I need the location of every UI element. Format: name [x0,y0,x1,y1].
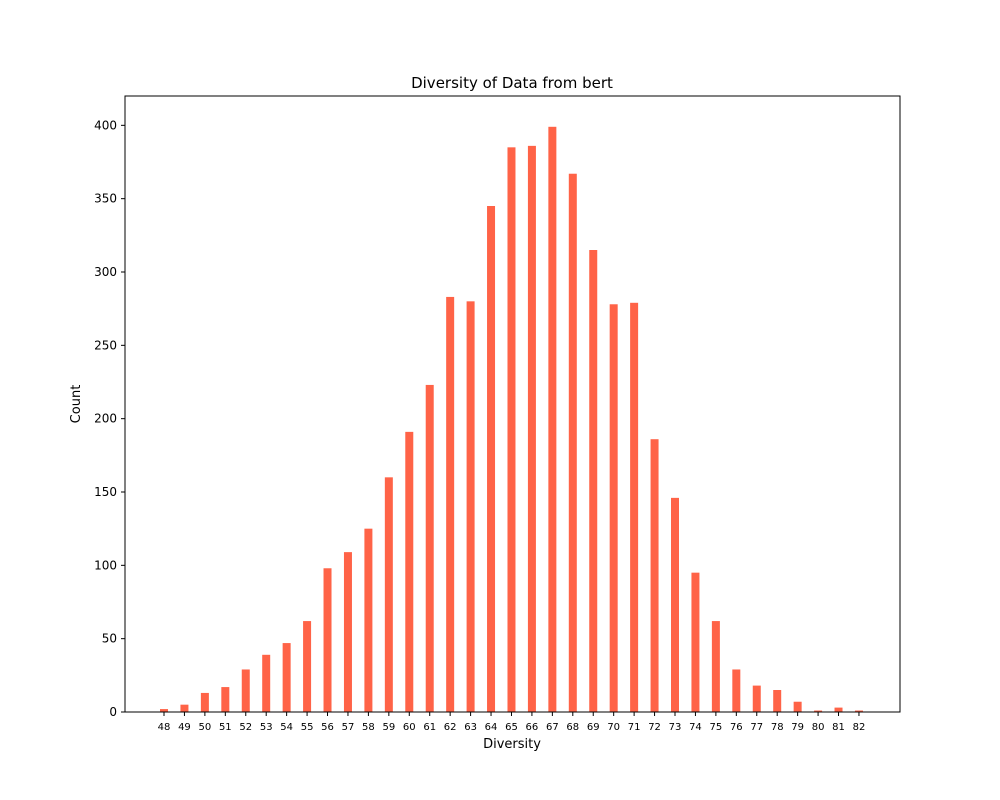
x-tick-label-59: 59 [382,722,395,733]
x-tick-label-65: 65 [505,722,518,733]
x-tick-label-82: 82 [853,722,866,733]
x-tick-label-80: 80 [812,722,825,733]
y-tick-label-50: 50 [102,632,117,646]
bar-66 [527,145,536,712]
x-tick-label-56: 56 [321,722,334,733]
bar-77 [752,685,761,712]
bar-82 [854,710,863,712]
x-tick-label-74: 74 [689,722,702,733]
chart-title: Diversity of Data from bert [411,74,613,92]
bar-53 [262,654,271,712]
x-tick-label-53: 53 [260,722,273,733]
x-tick-label-79: 79 [791,722,804,733]
bar-61 [425,384,434,712]
bar-60 [405,431,414,712]
bar-78 [773,690,782,712]
x-tick-label-69: 69 [587,722,600,733]
bar-59 [384,477,393,712]
y-tick-label-200: 200 [94,412,117,426]
bar-51 [221,687,230,712]
bar-74 [691,572,700,712]
x-tick-label-51: 51 [219,722,232,733]
bar-69 [589,250,598,712]
x-tick-label-60: 60 [403,722,416,733]
bar-70 [609,304,618,712]
y-tick-label-250: 250 [94,338,117,352]
bar-76 [732,669,741,712]
bar-48 [160,709,168,712]
x-tick-label-66: 66 [526,722,539,733]
bar-55 [303,621,312,712]
x-tick-label-61: 61 [423,722,436,733]
bar-67 [548,126,557,713]
x-tick-label-67: 67 [546,722,559,733]
x-tick-label-55: 55 [301,722,314,733]
bar-64 [487,206,496,712]
x-tick-label-72: 72 [648,722,661,733]
y-tick-label-300: 300 [94,265,117,279]
y-tick-label-350: 350 [94,192,117,206]
y-tick-label-0: 0 [109,705,117,719]
bar-65 [507,147,516,712]
bar-62 [446,296,455,712]
y-axis-ticks: 0 50 100 150 200 250 300 350 400 [94,118,125,719]
y-axis-label: Count [69,385,84,424]
bar-58 [364,528,373,712]
x-tick-label-70: 70 [607,722,620,733]
x-tick-label-75: 75 [710,722,723,733]
x-tick-label-81: 81 [832,722,845,733]
x-axis-label: Diversity [483,737,541,752]
x-tick-label-71: 71 [628,722,641,733]
bar-57 [343,552,352,712]
x-tick-label-63: 63 [464,722,477,733]
bar-52 [241,669,250,712]
bar-79 [793,701,802,712]
bar-56 [323,568,332,712]
bar-68 [568,173,577,713]
x-tick-label-48: 48 [158,722,171,733]
x-tick-label-76: 76 [730,722,743,733]
bar-50 [200,692,209,712]
bar-71 [630,302,639,712]
bar-81 [834,707,843,712]
x-tick-label-64: 64 [485,722,498,733]
y-tick-label-150: 150 [94,485,117,499]
bar-63 [466,301,475,712]
bars-group [160,126,863,713]
x-tick-label-54: 54 [280,722,293,733]
x-tick-label-77: 77 [750,722,763,733]
x-tick-label-62: 62 [444,722,457,733]
y-tick-label-400: 400 [94,118,117,132]
x-tick-label-58: 58 [362,722,375,733]
bar-72 [650,439,659,712]
x-tick-label-52: 52 [239,722,252,733]
x-tick-label-78: 78 [771,722,784,733]
bar-73 [671,497,679,712]
x-tick-label-49: 49 [178,722,191,733]
bar-75 [711,621,720,712]
bar-80 [814,710,823,712]
plot-frame [124,95,901,713]
bar-54 [282,643,291,712]
x-tick-label-73: 73 [669,722,682,733]
x-tick-label-68: 68 [566,722,579,733]
x-tick-label-50: 50 [199,722,212,733]
x-tick-label-57: 57 [342,722,355,733]
bar-49 [180,704,189,712]
y-tick-label-100: 100 [94,558,117,572]
x-axis-ticks: 48 49 50 51 52 53 54 55 56 57 58 59 60 61 62 63 64 65 66 67… [158,712,866,733]
